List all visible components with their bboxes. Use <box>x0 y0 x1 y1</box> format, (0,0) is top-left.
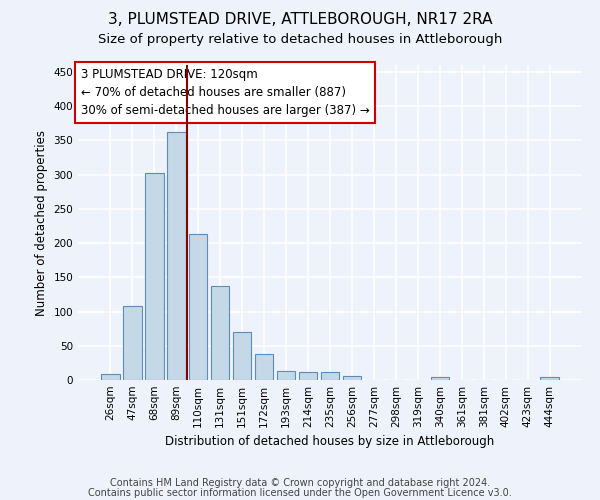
Text: Contains public sector information licensed under the Open Government Licence v3: Contains public sector information licen… <box>88 488 512 498</box>
Text: Contains HM Land Registry data © Crown copyright and database right 2024.: Contains HM Land Registry data © Crown c… <box>110 478 490 488</box>
Bar <box>299 372 317 380</box>
X-axis label: Distribution of detached houses by size in Attleborough: Distribution of detached houses by size … <box>166 436 494 448</box>
Bar <box>145 173 164 380</box>
Bar <box>277 371 295 380</box>
Bar <box>431 378 449 380</box>
Bar <box>320 372 340 380</box>
Bar <box>255 354 274 380</box>
Text: Size of property relative to detached houses in Attleborough: Size of property relative to detached ho… <box>98 32 502 46</box>
Bar <box>123 306 142 380</box>
Text: 3, PLUMSTEAD DRIVE, ATTLEBOROUGH, NR17 2RA: 3, PLUMSTEAD DRIVE, ATTLEBOROUGH, NR17 2… <box>108 12 492 28</box>
Bar <box>167 132 185 380</box>
Bar <box>343 376 361 380</box>
Bar <box>101 374 119 380</box>
Bar <box>189 234 208 380</box>
Text: 3 PLUMSTEAD DRIVE: 120sqm
← 70% of detached houses are smaller (887)
30% of semi: 3 PLUMSTEAD DRIVE: 120sqm ← 70% of detac… <box>80 68 369 117</box>
Y-axis label: Number of detached properties: Number of detached properties <box>35 130 48 316</box>
Bar <box>233 332 251 380</box>
Bar <box>211 286 229 380</box>
Bar <box>541 378 559 380</box>
